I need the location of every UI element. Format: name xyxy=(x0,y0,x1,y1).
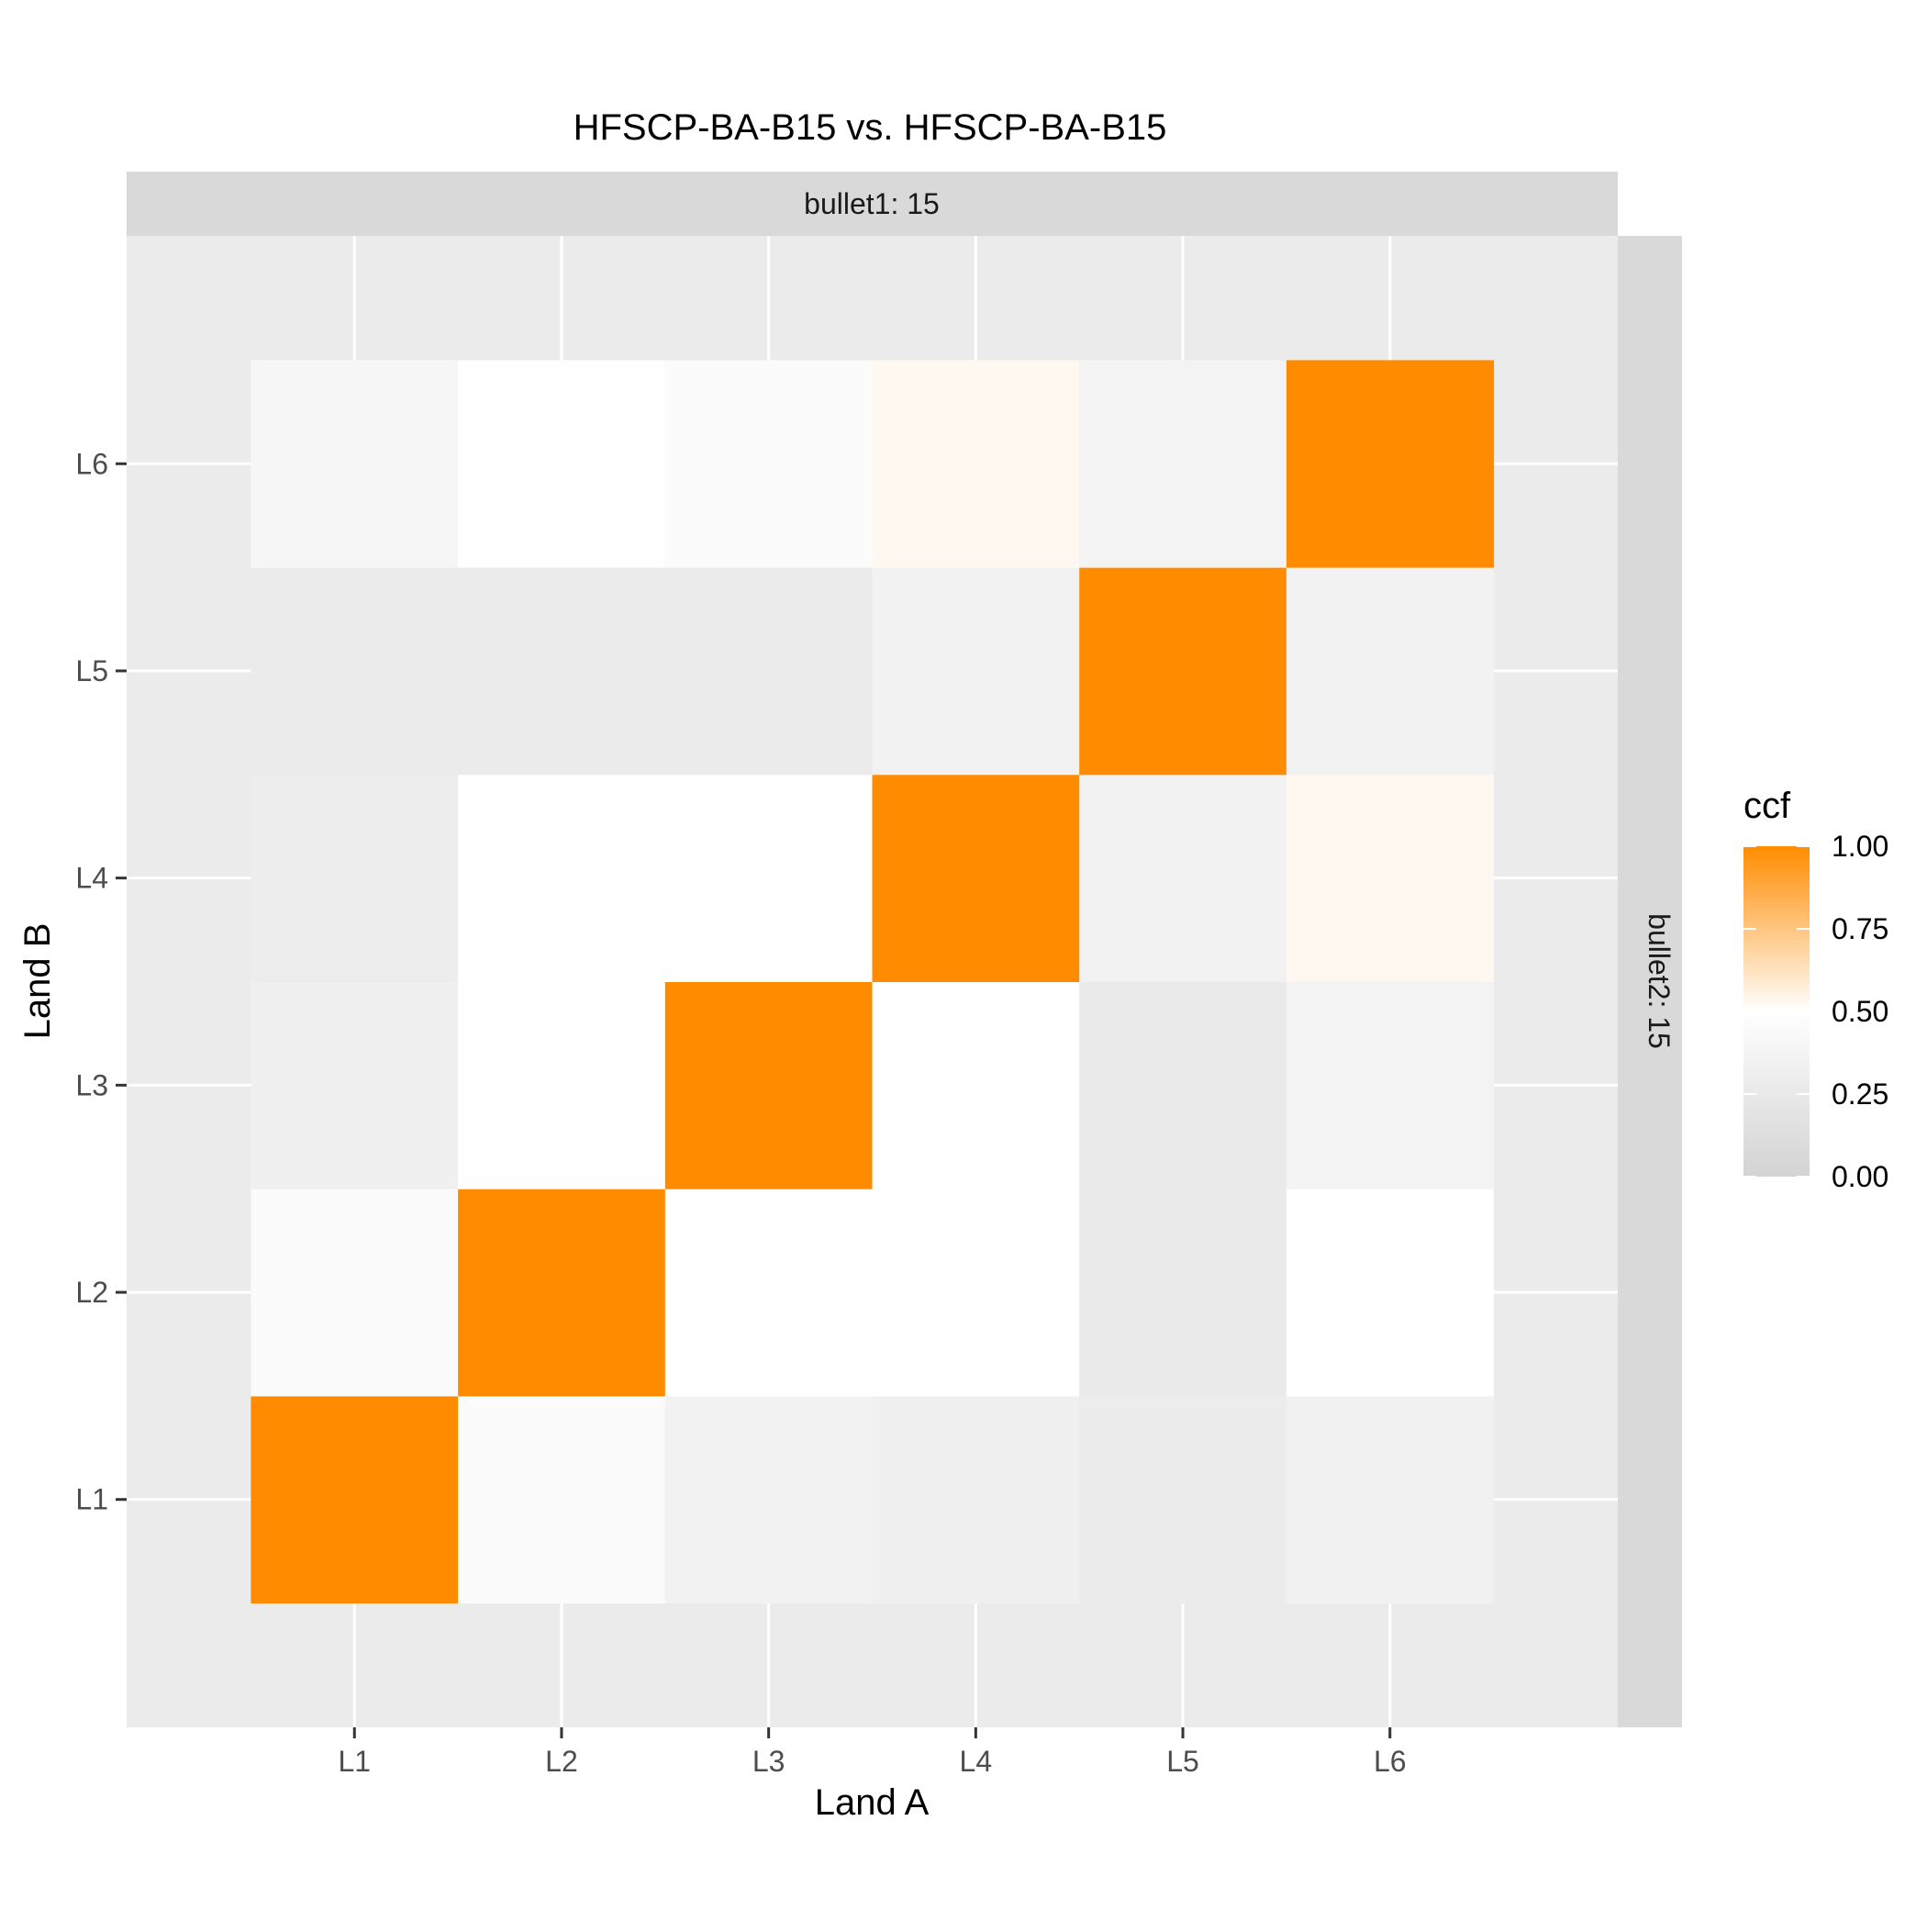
y-tick-label: L6 xyxy=(75,447,108,480)
y-axis: L1 L2 L3 L4 L5 L6 xyxy=(75,447,127,1516)
x-axis-title: Land A xyxy=(815,1782,930,1823)
x-axis: L1 L2 L3 L4 L5 L6 xyxy=(338,1727,1407,1778)
color-legend: ccf 1.00 0.75 0.50 0.25 0.00 xyxy=(1743,786,1888,1193)
heatmap-cell-L5-L6 xyxy=(1079,360,1287,568)
heatmap-cell-L3-L5 xyxy=(664,567,873,776)
heatmap-cell-L3-L6 xyxy=(664,360,873,568)
top-facet-label: bullet1: 15 xyxy=(804,187,940,220)
y-tick-label: L5 xyxy=(75,654,108,687)
heatmap-cell-L4-L2 xyxy=(872,1189,1080,1397)
x-tick-label: L5 xyxy=(1166,1745,1199,1778)
x-tick-label: L6 xyxy=(1374,1745,1407,1778)
heatmap-cell-L4-L1 xyxy=(872,1395,1080,1604)
y-tick-label: L1 xyxy=(75,1483,108,1516)
heatmap-cell-L1-L2 xyxy=(251,1189,459,1397)
heatmap-cell-L3-L1 xyxy=(664,1395,873,1604)
heatmap-cell-L5-L3 xyxy=(1079,981,1287,1189)
x-tick-label: L2 xyxy=(545,1745,578,1778)
heatmap-cell-L2-L1 xyxy=(458,1395,666,1604)
heatmap-cell-L5-L5 xyxy=(1079,567,1287,776)
legend-tick-label: 0.50 xyxy=(1832,995,1888,1028)
legend-ticks: 1.00 0.75 0.50 0.25 0.00 xyxy=(1743,830,1888,1193)
heatmap-cell-L3-L4 xyxy=(664,774,873,982)
y-tick-label: L2 xyxy=(75,1276,108,1309)
heatmap-cell-L1-L6 xyxy=(251,360,459,568)
x-tick-label: L4 xyxy=(960,1745,993,1778)
heatmap-cell-L6-L6 xyxy=(1286,360,1495,568)
heatmap-cell-L4-L5 xyxy=(872,567,1080,776)
heatmap-cell-L1-L5 xyxy=(251,567,459,776)
heatmap-cell-L3-L2 xyxy=(664,1189,873,1397)
chart-title: HFSCP-BA-B15 vs. HFSCP-BA-B15 xyxy=(574,107,1167,148)
heatmap-cell-L3-L3 xyxy=(664,981,873,1189)
heatmap-cell-L2-L6 xyxy=(458,360,666,568)
heatmap-cell-L1-L4 xyxy=(251,774,459,982)
heatmap-cell-L1-L1 xyxy=(251,1395,459,1604)
heatmap-cell-L6-L3 xyxy=(1286,981,1495,1189)
y-tick-label: L4 xyxy=(75,862,108,895)
y-axis-title: Land B xyxy=(17,923,58,1040)
heatmap-cell-L2-L2 xyxy=(458,1189,666,1397)
heatmap-cell-L6-L1 xyxy=(1286,1395,1495,1604)
right-facet-label: bullet2: 15 xyxy=(1643,913,1676,1049)
heatmap-cell-L4-L3 xyxy=(872,981,1080,1189)
heatmap-cells xyxy=(251,360,1495,1604)
heatmap-cell-L6-L2 xyxy=(1286,1189,1495,1397)
heatmap-cell-L5-L1 xyxy=(1079,1395,1287,1604)
legend-tick-label: 0.75 xyxy=(1832,912,1888,945)
legend-tick-label: 0.25 xyxy=(1832,1078,1888,1111)
x-tick-label: L1 xyxy=(338,1745,371,1778)
heatmap-cell-L1-L3 xyxy=(251,981,459,1189)
right-facet-strip xyxy=(1618,236,1682,1727)
heatmap-cell-L4-L6 xyxy=(872,360,1080,568)
heatmap-cell-L6-L5 xyxy=(1286,567,1495,776)
heatmap-cell-L5-L2 xyxy=(1079,1189,1287,1397)
heatmap-cell-L2-L5 xyxy=(458,567,666,776)
top-facet-strip xyxy=(127,172,1618,236)
legend-title: ccf xyxy=(1743,786,1791,826)
legend-tick-label: 1.00 xyxy=(1832,830,1888,863)
heatmap-cell-L5-L4 xyxy=(1079,774,1287,982)
heatmap-cell-L2-L4 xyxy=(458,774,666,982)
y-tick-label: L3 xyxy=(75,1068,108,1101)
x-tick-label: L3 xyxy=(752,1745,785,1778)
heatmap-cell-L6-L4 xyxy=(1286,774,1495,982)
legend-tick-label: 0.00 xyxy=(1832,1160,1888,1193)
heatmap-cell-L2-L3 xyxy=(458,981,666,1189)
heatmap-cell-L4-L4 xyxy=(872,774,1080,982)
